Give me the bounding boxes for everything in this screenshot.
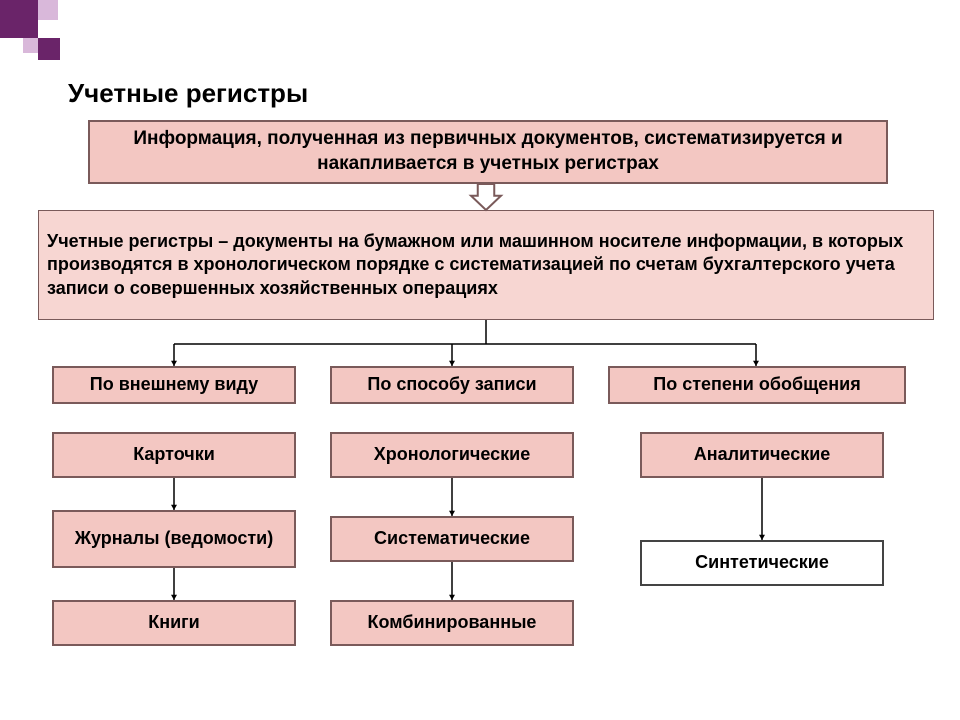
item-chronological: Хронологические <box>330 432 574 478</box>
category-generalization: По степени обобщения <box>608 366 906 404</box>
page-title: Учетные регистры <box>68 78 308 109</box>
item-cards: Карточки <box>52 432 296 478</box>
category-record-method: По способу записи <box>330 366 574 404</box>
item-combined: Комбинированные <box>330 600 574 646</box>
deco-square <box>38 38 60 60</box>
box-info: Информация, полученная из первичных доку… <box>88 120 888 184</box>
category-appearance: По внешнему виду <box>52 366 296 404</box>
box-definition: Учетные регистры – документы на бумажном… <box>38 210 934 320</box>
item-synthetic: Синтетические <box>640 540 884 586</box>
item-analytical: Аналитические <box>640 432 884 478</box>
deco-square <box>38 0 58 20</box>
deco-square <box>0 0 38 38</box>
item-systematic: Систематические <box>330 516 574 562</box>
item-journals: Журналы (ведомости) <box>52 510 296 568</box>
deco-square <box>23 38 38 53</box>
item-books: Книги <box>52 600 296 646</box>
